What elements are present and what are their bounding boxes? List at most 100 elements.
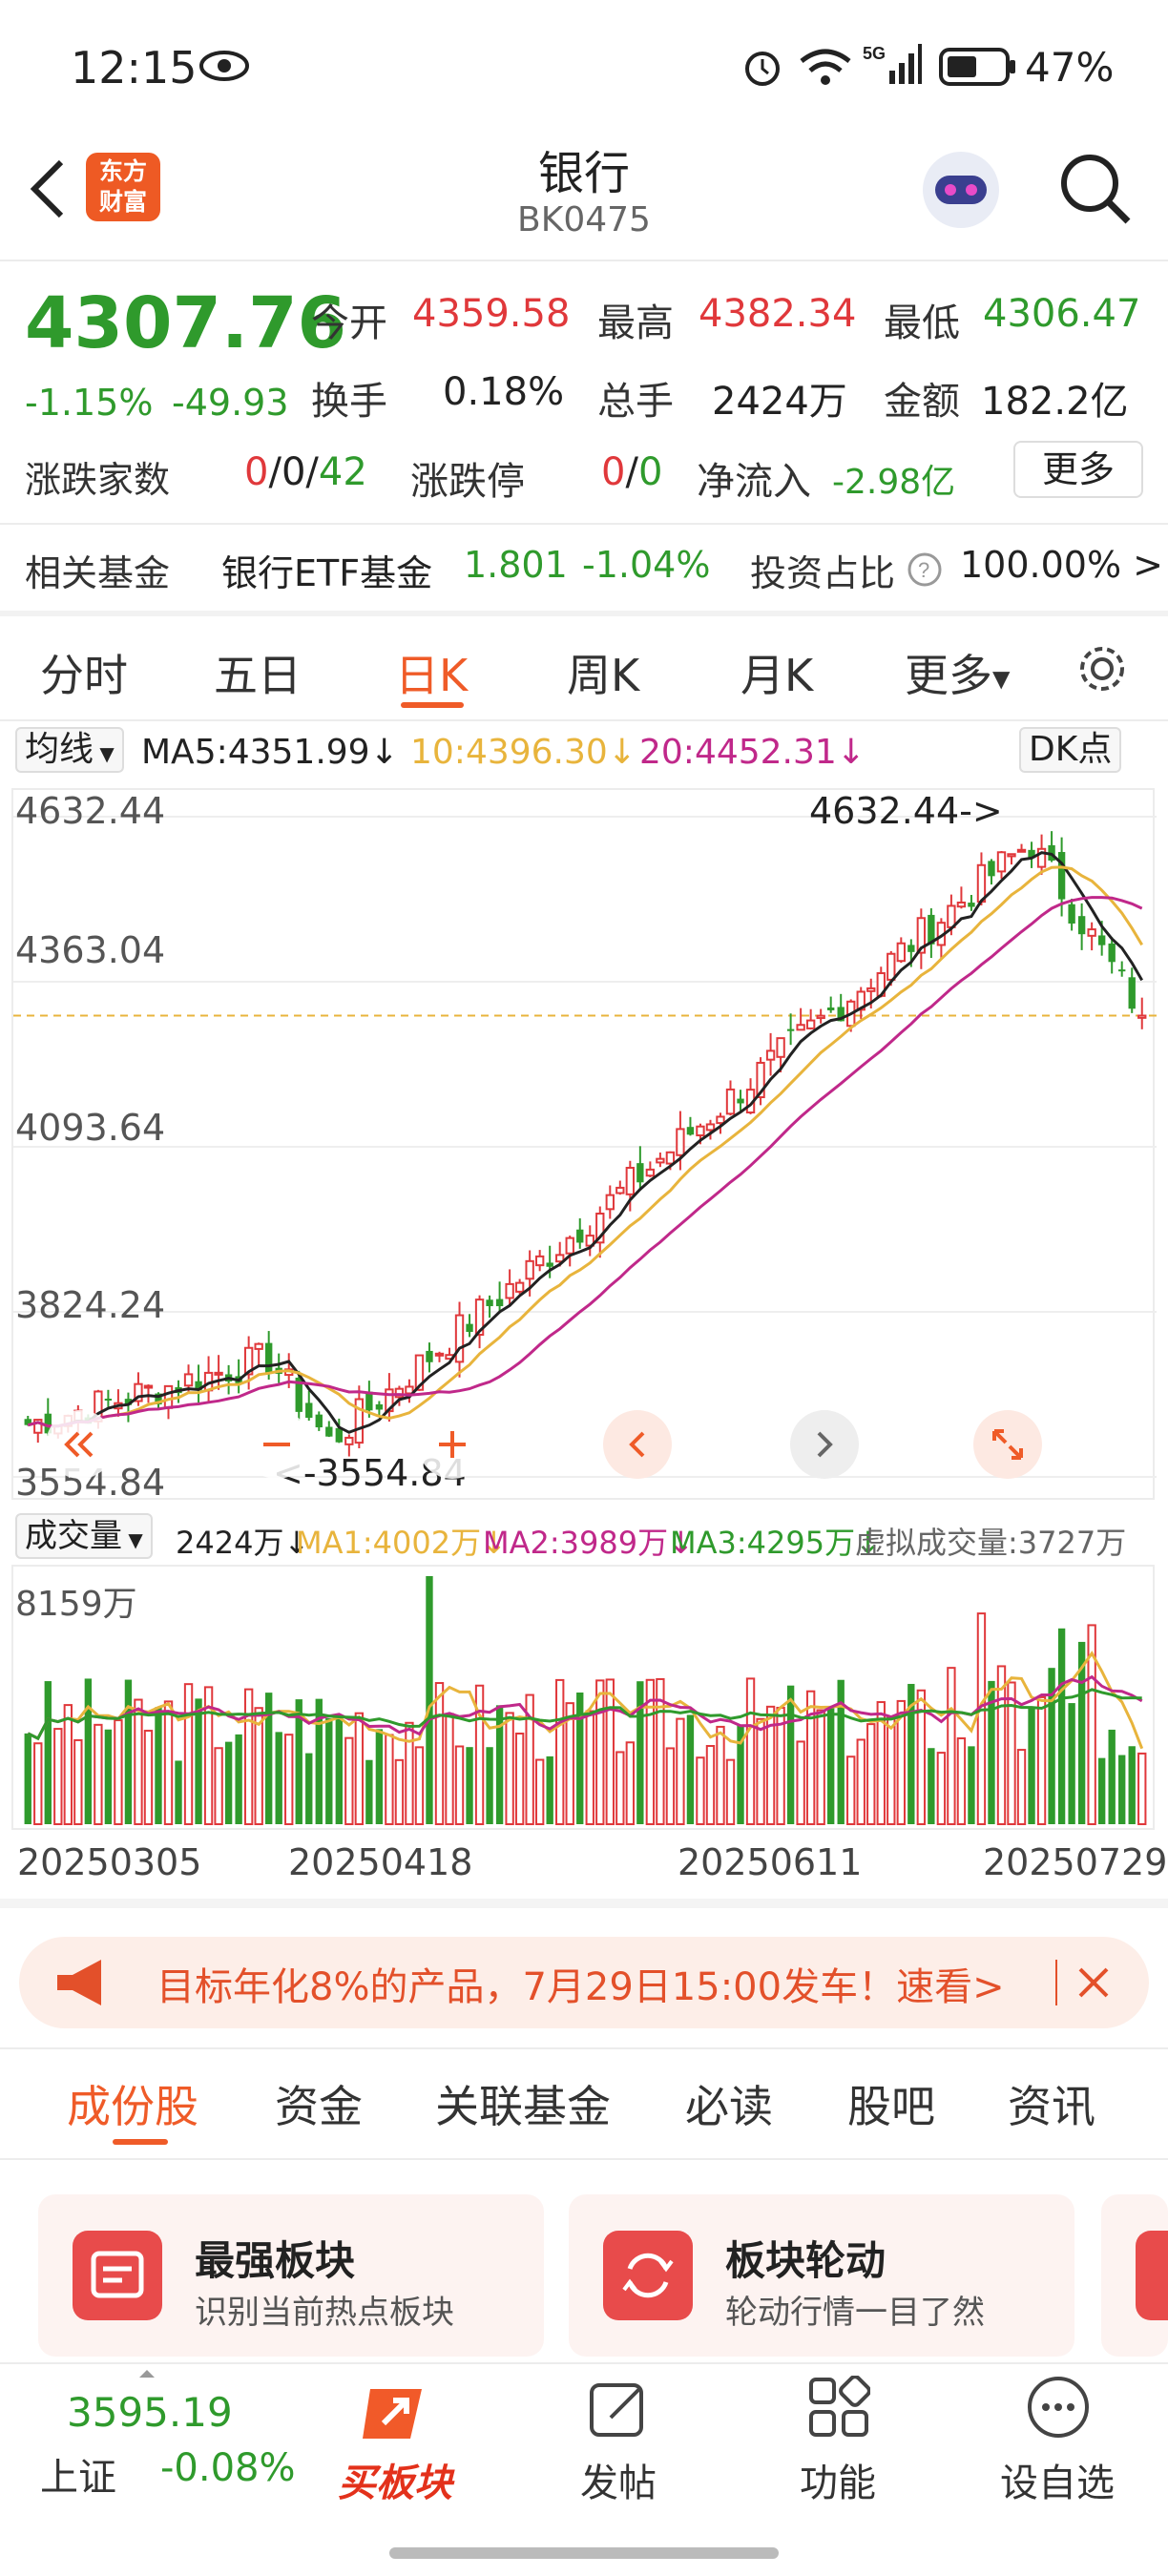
- zoom-out-button[interactable]: [242, 1410, 311, 1479]
- back-icon[interactable]: [27, 158, 69, 219]
- card-title: 最强板块: [195, 2237, 356, 2284]
- scroll-right-button[interactable]: [790, 1410, 859, 1479]
- tab-five-day[interactable]: 五日: [214, 650, 302, 701]
- tab-day-k[interactable]: 日K: [395, 650, 469, 701]
- promo-text: 目标年化8%的产品，7月29日15:00发车！速看>: [156, 1965, 1005, 2009]
- volume-bar: [33, 1742, 43, 1826]
- help-icon[interactable]: ?: [907, 551, 943, 588]
- card-partial[interactable]: [1101, 2194, 1168, 2357]
- buy-sector-label[interactable]: 买板块: [338, 2462, 452, 2505]
- zoom-in-button[interactable]: [418, 1410, 487, 1479]
- volume-bar: [275, 1732, 282, 1824]
- promo-banner[interactable]: 目标年化8%的产品，7月29日15:00发车！速看>: [19, 1937, 1149, 2028]
- candle-body: [816, 1014, 825, 1020]
- candle-body: [394, 1387, 405, 1399]
- candle-body: [1118, 969, 1126, 972]
- volume-bar: [555, 1678, 565, 1825]
- volume-bar: [907, 1683, 915, 1824]
- dk-point-button[interactable]: DK点: [1019, 727, 1122, 773]
- open-value: 4359.58: [412, 292, 571, 336]
- volume-bar: [155, 1707, 162, 1824]
- buy-sector-icon[interactable]: [359, 2376, 439, 2450]
- banner-divider: [1055, 1960, 1057, 2005]
- scroll-left-button[interactable]: [603, 1410, 672, 1479]
- more-button[interactable]: 更多: [1013, 441, 1143, 498]
- candle-body: [163, 1384, 174, 1409]
- volume-bar: [837, 1679, 845, 1824]
- settings-gear-icon[interactable]: [1074, 641, 1130, 696]
- ratio-value[interactable]: 100.00% >: [960, 544, 1163, 586]
- volume-bar: [514, 1732, 525, 1825]
- tab-news[interactable]: 资讯: [1008, 2081, 1095, 2132]
- tab-forum[interactable]: 股吧: [847, 2081, 935, 2132]
- add-watchlist-label[interactable]: 设自选: [1000, 2462, 1115, 2505]
- ma-selector[interactable]: 均线 ▼: [15, 727, 124, 773]
- caret-up-icon: [139, 2370, 155, 2378]
- y-tick-label: 4632.44: [15, 790, 166, 832]
- volume-bar: [928, 1748, 935, 1824]
- edit-post-icon[interactable]: [586, 2376, 653, 2442]
- candle-body: [44, 1413, 52, 1434]
- index-value[interactable]: 3595.19: [67, 2389, 233, 2436]
- candle-body: [124, 1399, 133, 1405]
- candle-body: [886, 952, 896, 981]
- card-sector-rotation[interactable]: 板块轮动 轮动行情一目了然: [569, 2194, 1074, 2357]
- candle-body: [776, 1037, 785, 1058]
- function-grid-icon[interactable]: [807, 2376, 870, 2439]
- candle-body: [716, 1115, 725, 1125]
- volume-bar: [375, 1729, 384, 1824]
- volume-selector[interactable]: 成交量 ▼: [15, 1513, 153, 1559]
- kline-chart[interactable]: 4632.44 4363.04 4093.64 3824.24 3554.84 …: [11, 788, 1157, 1504]
- volume-bar: [1077, 1641, 1086, 1824]
- function-label[interactable]: 功能: [800, 2462, 876, 2505]
- robot-assistant-icon[interactable]: [918, 147, 1004, 233]
- volume-bar: [385, 1734, 394, 1825]
- y-tick-label: 4093.64: [15, 1107, 166, 1149]
- volume-chart[interactable]: 8159万: [11, 1565, 1155, 1830]
- tab-must-read[interactable]: 必读: [685, 2081, 773, 2132]
- fullscreen-button[interactable]: [973, 1410, 1042, 1479]
- tab-minute[interactable]: 分时: [40, 650, 128, 701]
- last-price: 4307.76: [25, 282, 347, 364]
- volume-bar: [1087, 1624, 1096, 1826]
- search-icon[interactable]: [1057, 151, 1134, 227]
- tab-week-k[interactable]: 周K: [567, 650, 640, 701]
- volume-bar: [615, 1751, 625, 1826]
- fund-name[interactable]: 银行ETF基金: [221, 552, 433, 594]
- volume-bar: [315, 1698, 323, 1824]
- volume-bar: [414, 1746, 425, 1825]
- partial-card-icon: [1136, 2231, 1168, 2320]
- volume-ma1: MA1:4002万↓: [296, 1525, 507, 1561]
- divider: [0, 2047, 1168, 2049]
- amount-value: 182.2亿: [981, 380, 1129, 424]
- watchlist-icon[interactable]: [1025, 2374, 1092, 2441]
- candle-body: [786, 1028, 795, 1031]
- tab-more[interactable]: 更多▼: [905, 650, 1011, 701]
- tab-constituents[interactable]: 成份股: [67, 2081, 198, 2132]
- close-icon[interactable]: [1069, 1958, 1118, 2007]
- card-strongest-sector[interactable]: 最强板块 识别当前热点板块: [38, 2194, 544, 2357]
- tab-capital[interactable]: 资金: [275, 2081, 363, 2132]
- volume-bar: [585, 1710, 594, 1826]
- divider: [0, 523, 1168, 525]
- candle-body: [636, 1163, 644, 1183]
- scroll-left-fast-button[interactable]: [46, 1410, 115, 1479]
- index-name[interactable]: 上证: [40, 2456, 116, 2500]
- volume-bar: [434, 1682, 445, 1825]
- volume-bar: [856, 1738, 866, 1826]
- tab-related-funds[interactable]: 关联基金: [435, 2081, 611, 2132]
- inflow-label: 净流入: [697, 460, 811, 504]
- volume-bar: [866, 1723, 876, 1826]
- related-fund-row[interactable]: 相关基金 银行ETF基金 1.801 -1.04% 投资占比 ? 100.00%…: [0, 530, 1168, 603]
- signal-icon: 5G: [863, 44, 922, 84]
- candle-body: [1028, 849, 1035, 859]
- volume-bar: [344, 1736, 354, 1825]
- chevron-right-icon: [817, 1431, 833, 1458]
- volume-bar: [725, 1758, 736, 1825]
- index-pct[interactable]: -0.08%: [160, 2446, 296, 2490]
- volume-bar: [295, 1699, 302, 1824]
- candle-body: [1068, 904, 1075, 924]
- post-label[interactable]: 发帖: [580, 2462, 657, 2505]
- tab-month-k[interactable]: 月K: [740, 650, 814, 701]
- candle-body: [928, 914, 935, 945]
